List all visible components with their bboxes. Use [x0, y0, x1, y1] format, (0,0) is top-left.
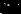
Text: As Implant: As Implant — [8, 0, 21, 14]
Text: 520: 520 — [15, 0, 21, 2]
Text: −1.: −1. — [4, 0, 21, 13]
Text: −1: −1 — [15, 0, 21, 12]
Text: P Implant: P Implant — [5, 0, 21, 14]
Text: which are all normalized to the peak at: which are all normalized to the peak at — [15, 0, 21, 12]
Text: 520 cm: 520 cm — [2, 0, 21, 13]
Text: c-Si Substrate: c-Si Substrate — [5, 0, 21, 14]
Text: Fig. 2 shows Raman spectra from 490 to 530 cm: Fig. 2 shows Raman spectra from 490 to 5… — [2, 0, 21, 12]
